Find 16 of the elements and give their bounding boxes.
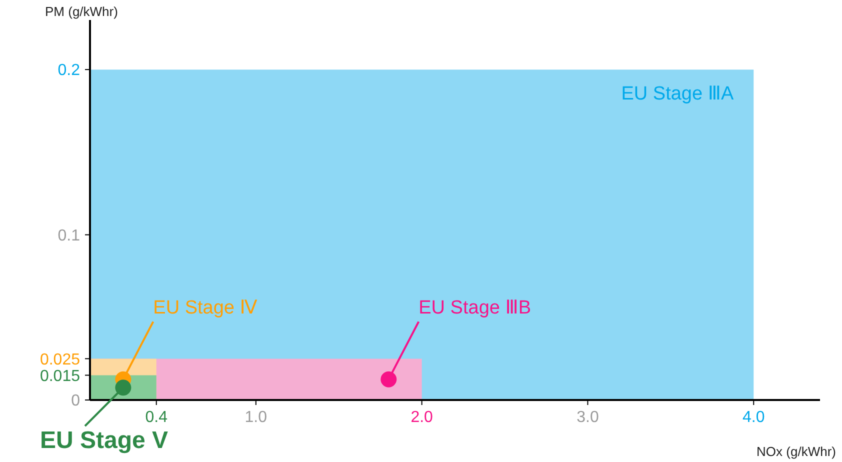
x-axis-title: NOx (g/kWhr) <box>756 444 836 459</box>
series-label: EU Stage V <box>40 427 168 454</box>
x-tick-label: 3.0 <box>576 409 599 426</box>
text: EU Stage ⅢB <box>418 298 532 319</box>
y-tick-label: 0.1 <box>58 227 80 244</box>
x-tick-label: 1.0 <box>244 409 268 426</box>
y-tick-label: 0.015 <box>40 368 80 385</box>
x-tick-label: 2.0 <box>410 409 434 426</box>
y-axis-title: PM (g/kWhr) <box>45 4 118 19</box>
y-tick-label: 0.2 <box>58 62 80 80</box>
x-tick-label: 0.4 <box>145 409 168 426</box>
y-tick-label: 0 <box>71 392 80 410</box>
y-tick-label: 0.025 <box>40 351 80 368</box>
x-tick-label: 4.0 <box>742 409 765 426</box>
text: EU Stage Ⅳ <box>153 298 258 319</box>
series-label: EU Stage ⅢA <box>621 84 734 105</box>
